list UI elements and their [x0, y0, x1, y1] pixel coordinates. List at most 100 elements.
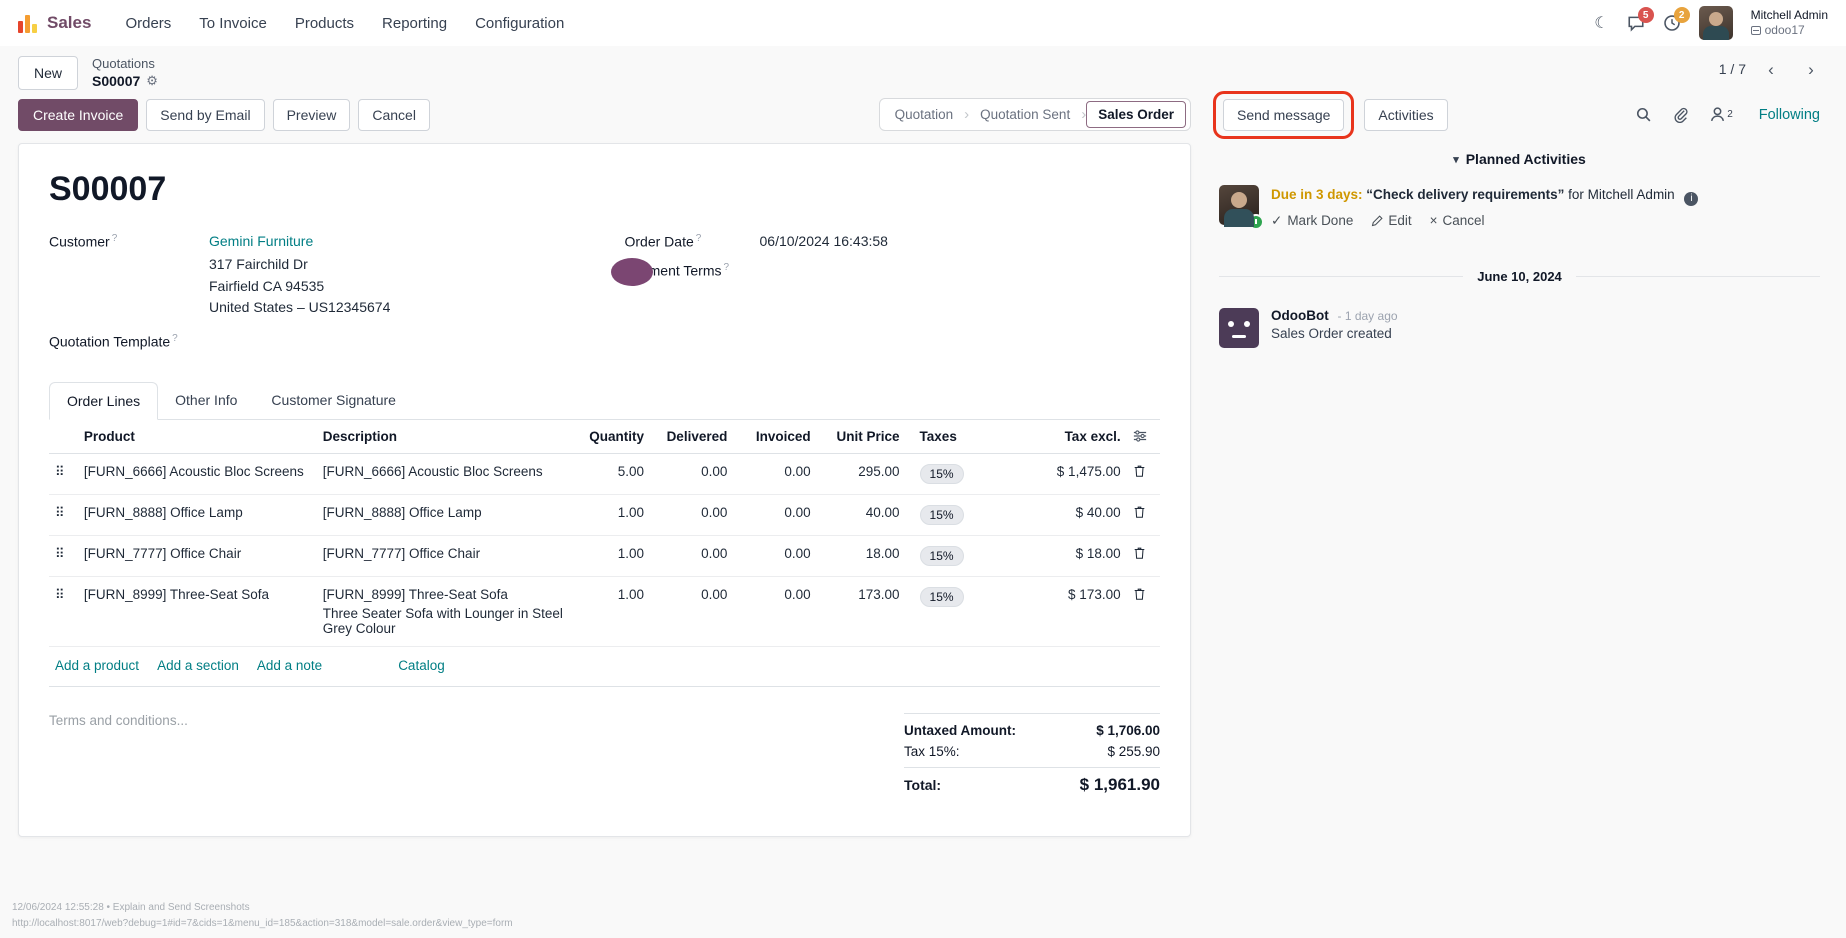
col-delivered: Delivered	[650, 419, 734, 454]
debug-status-line: 12/06/2024 12:55:28 • Explain and Send S…	[12, 902, 250, 913]
paperclip-icon[interactable]	[1672, 106, 1689, 123]
cell-invoiced[interactable]: 0.00	[733, 453, 817, 495]
cell-product[interactable]: [FURN_8888] Office Lamp	[77, 494, 317, 536]
tax-tag[interactable]: 15%	[919, 545, 964, 566]
order-date-value[interactable]: 06/10/2024 16:43:58	[759, 233, 888, 249]
menu-orders[interactable]: Orders	[125, 14, 172, 32]
cell-unit-price[interactable]: 295.00	[816, 453, 906, 495]
cell-quantity[interactable]: 1.00	[572, 535, 651, 577]
cell-subtotal: $ 173.00	[998, 576, 1127, 647]
annotation-red-box: Send message	[1213, 90, 1355, 139]
payment-terms-field[interactable]	[760, 262, 1161, 279]
tab-order-lines[interactable]: Order Lines	[49, 381, 159, 420]
app-brand[interactable]: Sales	[47, 13, 92, 32]
breadcrumb-current: S00007	[92, 73, 141, 89]
tax-value: $ 255.90	[1107, 743, 1160, 759]
cell-delivered[interactable]: 0.00	[650, 576, 734, 647]
drag-handle-icon[interactable]: ⠿	[49, 576, 78, 647]
delete-row-icon[interactable]	[1126, 494, 1160, 536]
cell-product[interactable]: [FURN_6666] Acoustic Bloc Screens	[77, 453, 317, 495]
catalog-link[interactable]: Catalog	[398, 657, 445, 673]
menu-reporting[interactable]: Reporting	[382, 14, 448, 32]
cell-quantity[interactable]: 5.00	[572, 453, 651, 495]
cell-description[interactable]: [FURN_6666] Acoustic Bloc Screens	[316, 453, 573, 495]
customer-link[interactable]: Gemini Furniture	[209, 233, 314, 249]
sale-order-sheet: S00007 Customer? Gemini Furniture 317 Fa…	[18, 143, 1191, 837]
cell-product[interactable]: [FURN_8999] Three-Seat Sofa	[77, 576, 317, 647]
activities-clock-icon[interactable]: 2	[1663, 7, 1690, 32]
quotation-template-label: Quotation Template?	[49, 333, 178, 350]
create-invoice-button[interactable]: Create Invoice	[18, 98, 139, 131]
info-icon[interactable]: i	[1684, 191, 1699, 206]
cancel-activity-button[interactable]: × Cancel	[1429, 213, 1485, 228]
cell-description[interactable]: [FURN_8999] Three-Seat Sofa Three Seater…	[316, 576, 573, 647]
pager-previous-button[interactable]: ‹	[1756, 56, 1786, 82]
cell-product[interactable]: [FURN_7777] Office Chair	[77, 535, 317, 577]
user-avatar[interactable]	[1698, 6, 1733, 40]
pager-next-button[interactable]: ›	[1796, 56, 1826, 82]
cell-subtotal: $ 18.00	[998, 535, 1127, 577]
log-activities-button[interactable]: Activities	[1364, 98, 1448, 131]
menu-products[interactable]: Products	[294, 14, 355, 32]
record-title: S00007	[49, 170, 167, 208]
optional-columns-icon[interactable]	[1126, 419, 1160, 454]
send-message-button[interactable]: Send message	[1223, 98, 1345, 131]
cell-quantity[interactable]: 1.00	[572, 576, 651, 647]
preview-button[interactable]: Preview	[272, 98, 351, 131]
drag-handle-icon[interactable]: ⠿	[49, 535, 78, 577]
action-menu-gear-icon[interactable]: ⚙	[146, 73, 158, 88]
cell-description[interactable]: [FURN_7777] Office Chair	[316, 535, 573, 577]
menu-to-invoice[interactable]: To Invoice	[199, 14, 267, 32]
mark-done-button[interactable]: ✓ Mark Done	[1271, 212, 1354, 229]
order-lines-table: Product Description Quantity Delivered I…	[49, 419, 1160, 647]
followers-icon[interactable]: 2	[1709, 106, 1733, 123]
following-button[interactable]: Following	[1753, 106, 1826, 124]
send-by-email-button[interactable]: Send by Email	[146, 98, 265, 131]
tab-other-info[interactable]: Other Info	[175, 391, 238, 408]
tab-customer-signature[interactable]: Customer Signature	[271, 391, 396, 408]
messages-badge: 5	[1637, 7, 1654, 23]
cell-description[interactable]: [FURN_8888] Office Lamp	[316, 494, 573, 536]
search-icon[interactable]	[1635, 106, 1652, 123]
status-sales-order[interactable]: Sales Order	[1086, 101, 1186, 128]
cell-subtotal: $ 1,475.00	[998, 453, 1127, 495]
user-menu[interactable]: Mitchell Admin odoo17	[1750, 8, 1828, 38]
cell-quantity[interactable]: 1.00	[572, 494, 651, 536]
cell-invoiced[interactable]: 0.00	[733, 494, 817, 536]
cell-unit-price[interactable]: 173.00	[816, 576, 906, 647]
status-quotation-sent[interactable]: Quotation Sent	[980, 107, 1071, 122]
cell-delivered[interactable]: 0.00	[650, 535, 734, 577]
cancel-button[interactable]: Cancel	[358, 98, 430, 131]
breadcrumb-quotations[interactable]: Quotations	[92, 56, 155, 71]
delete-row-icon[interactable]	[1126, 535, 1160, 577]
cell-delivered[interactable]: 0.00	[650, 453, 734, 495]
cell-unit-price[interactable]: 40.00	[816, 494, 906, 536]
order-date-label: Order Date?	[624, 233, 702, 250]
followers-count: 2	[1727, 109, 1733, 120]
apps-menu-icon[interactable]	[18, 13, 37, 33]
new-button[interactable]: New	[18, 56, 79, 90]
add-note-link[interactable]: Add a note	[256, 657, 323, 673]
delete-row-icon[interactable]	[1126, 576, 1160, 647]
dark-mode-icon[interactable]: ☾	[1594, 15, 1609, 32]
cell-unit-price[interactable]: 18.00	[816, 535, 906, 577]
top-navbar: Sales Orders To Invoice Products Reporti…	[0, 0, 1846, 46]
drag-handle-icon[interactable]: ⠿	[49, 494, 78, 536]
add-product-link[interactable]: Add a product	[55, 657, 140, 673]
tax-tag[interactable]: 15%	[919, 504, 964, 525]
tax-tag[interactable]: 15%	[919, 586, 964, 607]
add-section-link[interactable]: Add a section	[157, 657, 239, 673]
tax-tag[interactable]: 15%	[919, 463, 964, 484]
cell-invoiced[interactable]: 0.00	[733, 535, 817, 577]
messages-icon[interactable]: 5	[1627, 7, 1654, 32]
cell-invoiced[interactable]: 0.00	[733, 576, 817, 647]
terms-and-conditions-field[interactable]: Terms and conditions...	[49, 712, 188, 728]
edit-activity-button[interactable]: Edit	[1371, 213, 1412, 229]
planned-activities-header[interactable]: ▾ Planned Activities	[1453, 151, 1586, 167]
delete-row-icon[interactable]	[1126, 453, 1160, 495]
cell-delivered[interactable]: 0.00	[650, 494, 734, 536]
drag-handle-icon[interactable]: ⠿	[49, 453, 78, 495]
quotation-template-field[interactable]	[209, 333, 585, 350]
menu-configuration[interactable]: Configuration	[475, 14, 565, 32]
status-quotation[interactable]: Quotation	[894, 107, 954, 122]
